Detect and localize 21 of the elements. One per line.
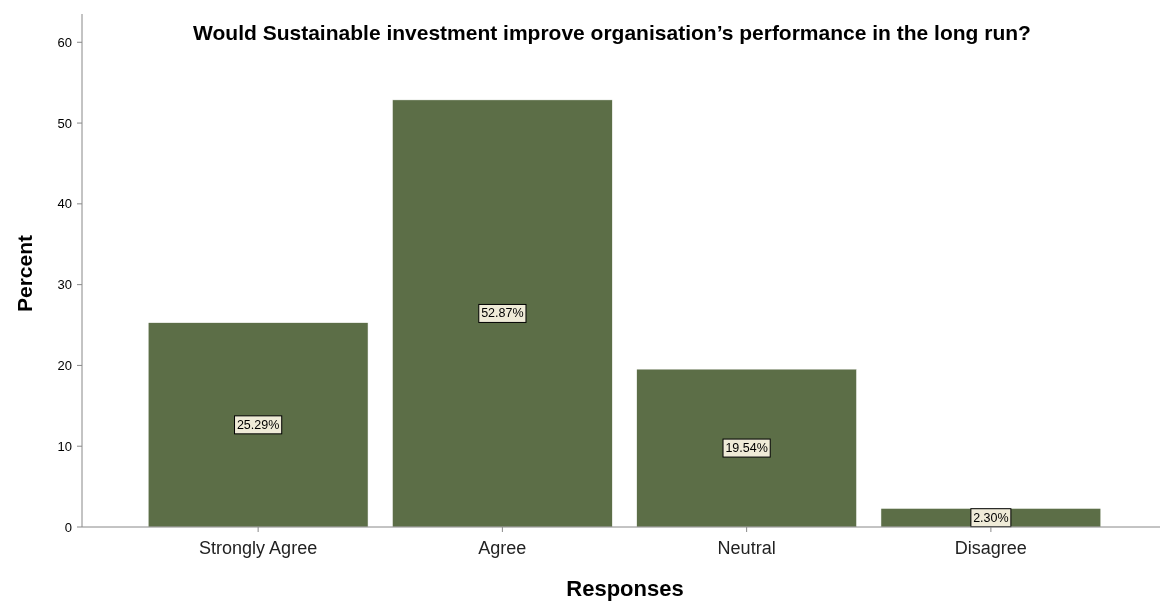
bar: [392, 99, 613, 528]
x-tick-label: Neutral: [717, 538, 776, 558]
data-label: 19.54%: [725, 441, 768, 456]
x-tick-label: Disagree: [954, 538, 1027, 558]
x-tick-label: Agree: [478, 538, 527, 558]
y-tick-label: 40: [57, 196, 72, 212]
data-label: 25.29%: [236, 417, 280, 432]
y-tick-label: 0: [64, 519, 72, 535]
x-tick-label: Strongly Agree: [199, 538, 318, 558]
bar: [147, 322, 369, 528]
chart-title: Would Sustainable investment improve organisation’s performance in the long run?: [193, 20, 1031, 44]
y-tick-label: 20: [57, 357, 72, 373]
x-axis-title: Responses: [566, 575, 684, 601]
data-label: 52.87%: [481, 306, 524, 321]
y-tick-label: 50: [57, 115, 72, 131]
bar: [636, 368, 857, 528]
y-tick-label: 10: [57, 438, 72, 454]
data-label: 2.30%: [973, 510, 1009, 525]
y-tick-label: 30: [57, 277, 72, 293]
y-tick-label: 60: [57, 34, 72, 50]
y-axis-title: Percent: [12, 234, 36, 313]
